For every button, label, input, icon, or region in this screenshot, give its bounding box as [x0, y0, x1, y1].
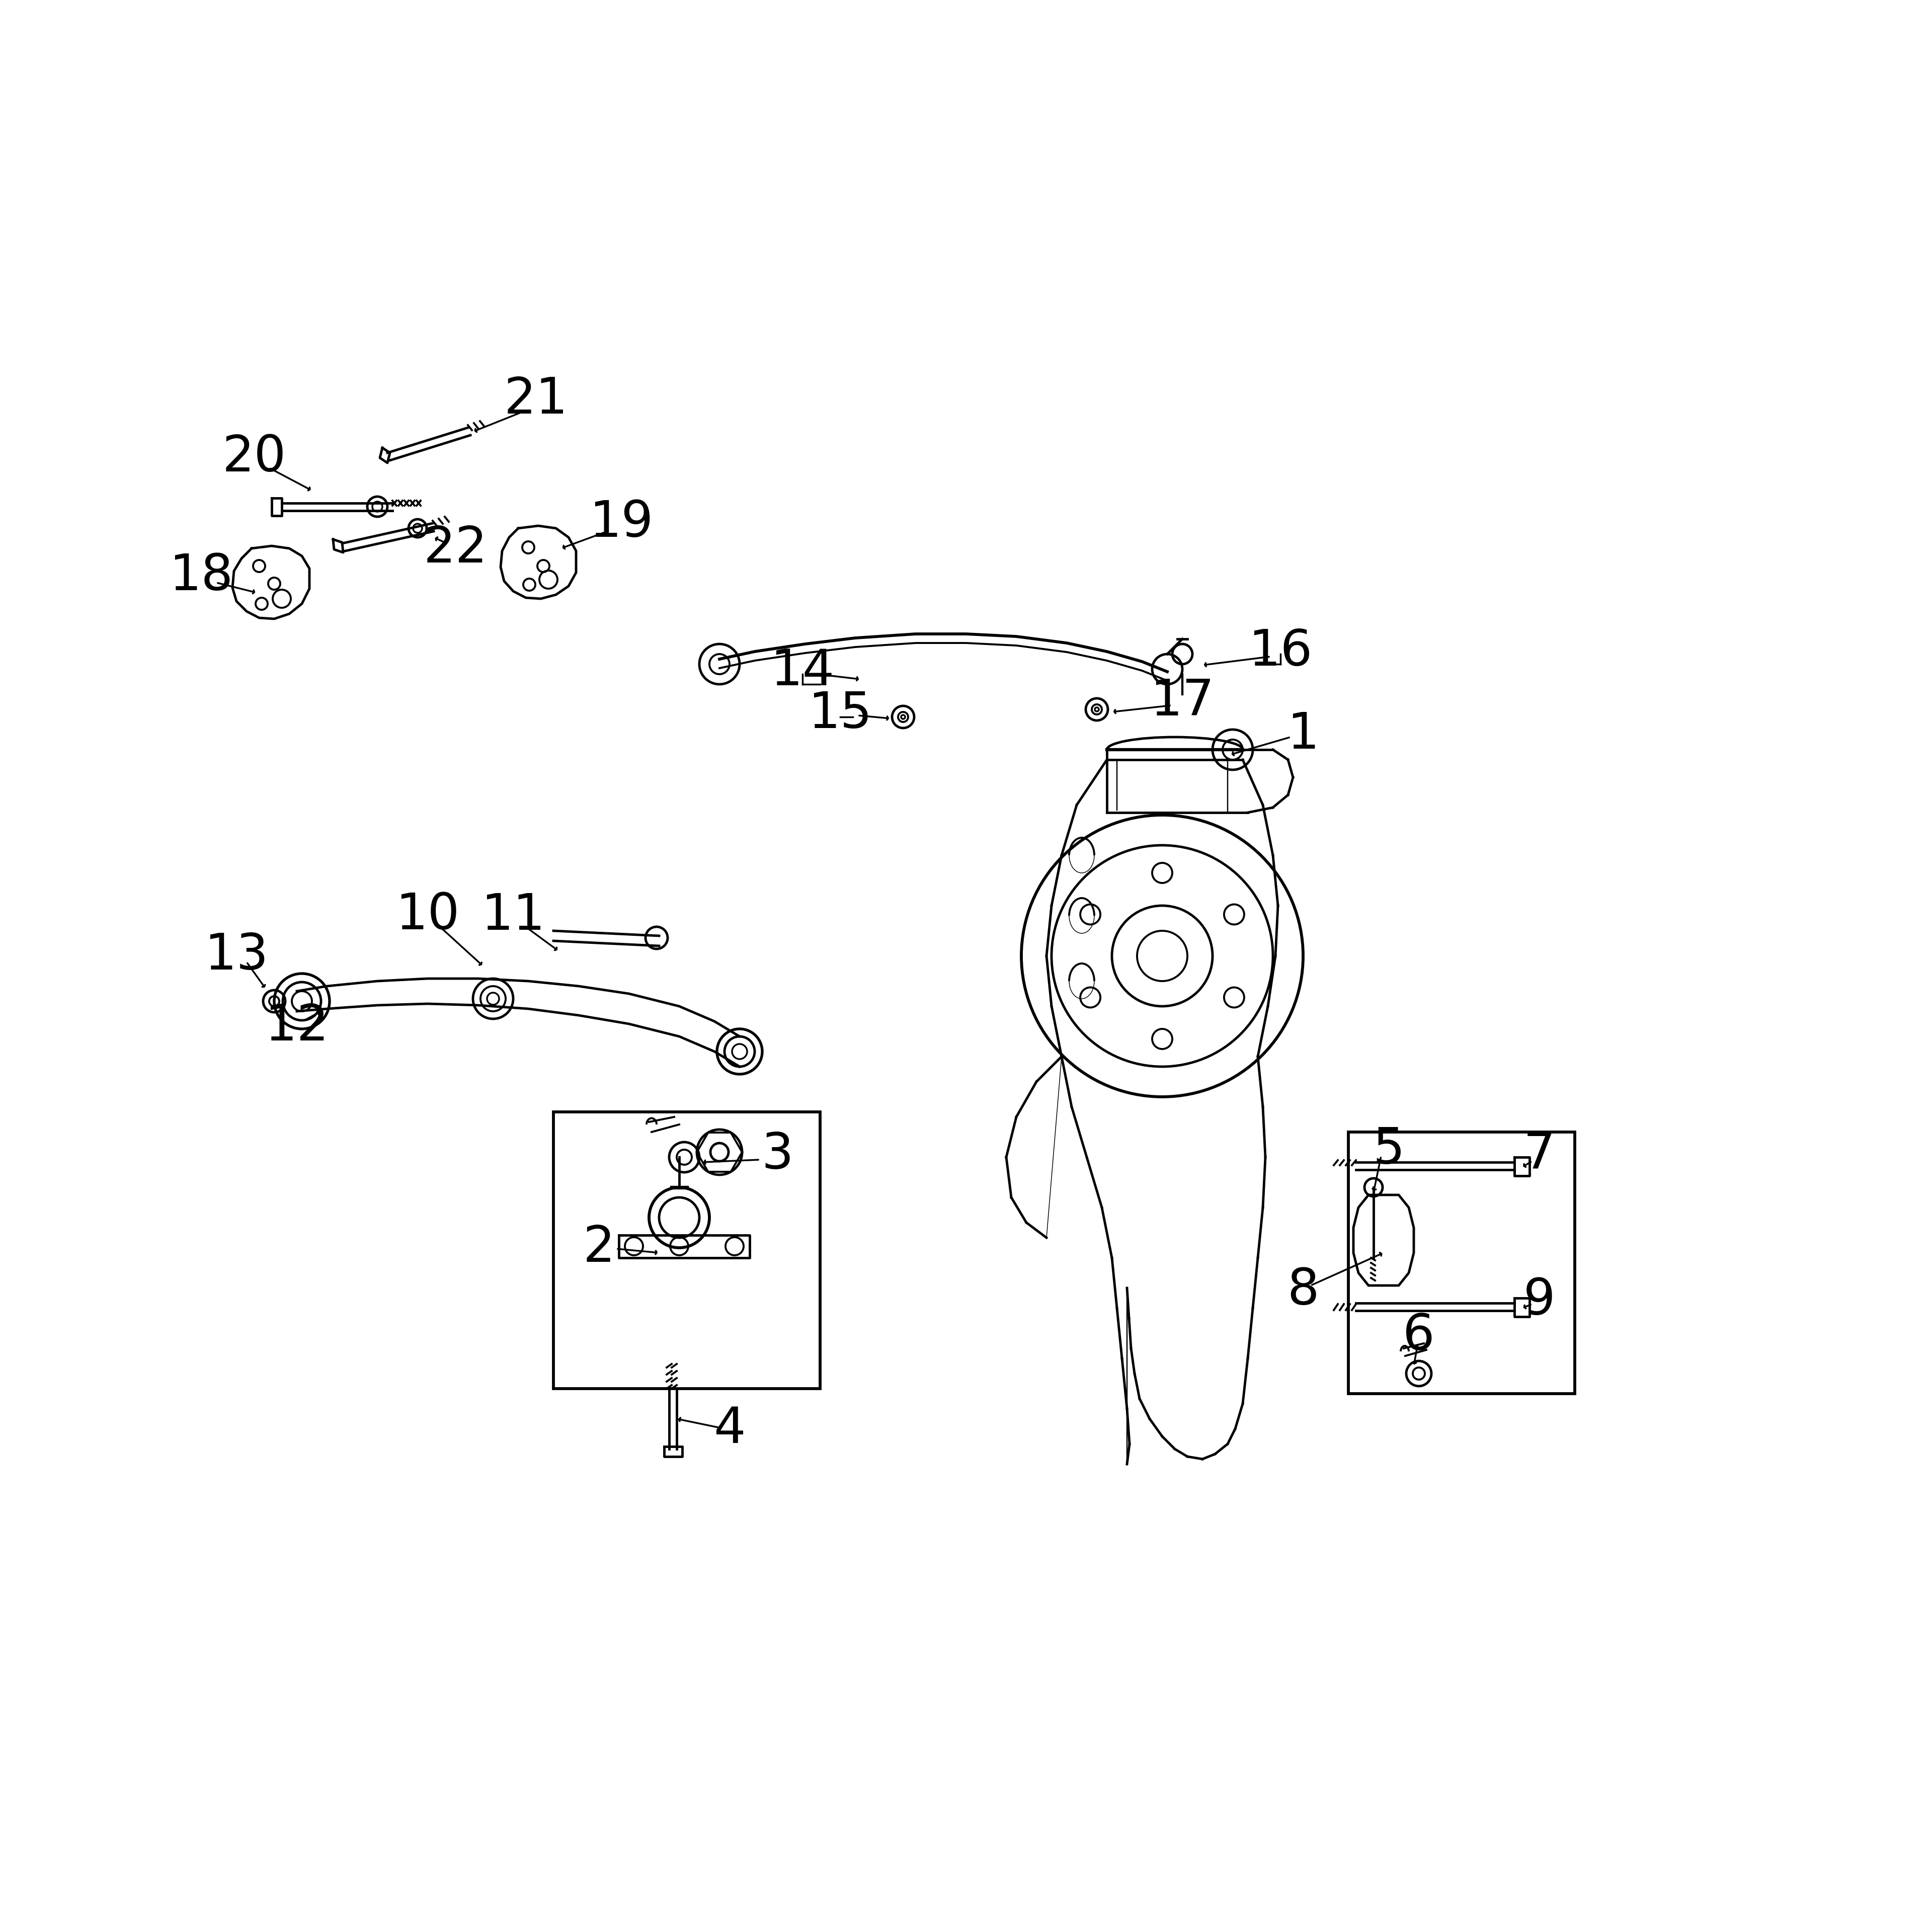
Text: 6: 6 — [1403, 1312, 1435, 1360]
Text: 18: 18 — [170, 553, 234, 601]
Text: 16: 16 — [1248, 628, 1312, 676]
Bar — [553, 1113, 819, 1389]
Text: 3: 3 — [761, 1130, 794, 1179]
Bar — [1349, 1132, 1575, 1393]
Text: 1: 1 — [1287, 711, 1320, 759]
Text: 2: 2 — [583, 1223, 614, 1271]
Text: 13: 13 — [205, 931, 269, 980]
Text: 11: 11 — [481, 891, 545, 941]
Text: 4: 4 — [713, 1405, 746, 1453]
Text: 10: 10 — [396, 891, 460, 941]
Text: 21: 21 — [504, 375, 568, 425]
Text: 8: 8 — [1287, 1265, 1320, 1316]
Text: 22: 22 — [423, 524, 487, 572]
Text: 15: 15 — [808, 690, 871, 738]
Text: 5: 5 — [1372, 1124, 1405, 1175]
Text: 7: 7 — [1524, 1130, 1555, 1179]
Text: 17: 17 — [1150, 678, 1215, 726]
Text: 20: 20 — [222, 433, 286, 483]
Text: 19: 19 — [589, 498, 653, 547]
Text: 12: 12 — [265, 1003, 328, 1051]
Text: 14: 14 — [771, 647, 835, 696]
Text: 9: 9 — [1524, 1277, 1555, 1325]
